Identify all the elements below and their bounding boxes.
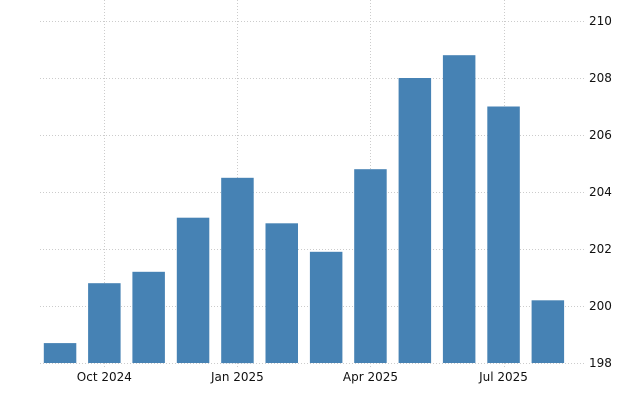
bar-jun-2025[interactable] (442, 55, 476, 363)
x-tick-label: Jan 2025 (210, 370, 264, 384)
y-tick-label: 206 (589, 128, 612, 142)
bar-jul-2025[interactable] (487, 106, 520, 364)
bar-sep-2024[interactable] (43, 343, 77, 363)
bar-may-2025[interactable] (398, 78, 432, 363)
bar-jan-2025[interactable] (221, 177, 254, 364)
y-axis-labels: 198 200 202 204 206 208 210 (589, 14, 612, 370)
y-tick-label: 210 (589, 14, 612, 28)
x-tick-label: Apr 2025 (343, 370, 398, 384)
y-tick-label: 204 (589, 185, 612, 199)
bar-feb-2025[interactable] (265, 223, 299, 363)
y-tick-label: 208 (589, 71, 612, 85)
y-tick-label: 202 (589, 242, 612, 256)
bar-apr-2025[interactable] (354, 169, 387, 363)
bar-oct-2024[interactable] (88, 283, 121, 363)
bars (43, 55, 565, 364)
x-tick-label: Jul 2025 (478, 370, 528, 384)
y-tick-label: 198 (589, 356, 612, 370)
bar-mar-2025[interactable] (309, 251, 343, 363)
y-tick-label: 200 (589, 299, 612, 313)
x-tick-label: Oct 2024 (77, 370, 132, 384)
bar-dec-2024[interactable] (176, 217, 210, 363)
x-axis-labels: Oct 2024 Jan 2025 Apr 2025 Jul 2025 (77, 370, 528, 384)
bar-aug-2025[interactable] (531, 300, 565, 363)
bar-nov-2024[interactable] (132, 271, 165, 363)
